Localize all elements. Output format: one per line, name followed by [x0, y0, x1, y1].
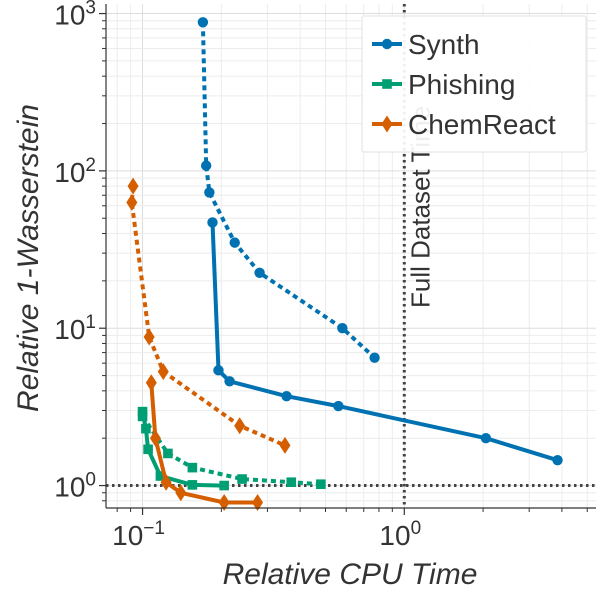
phishing-point [316, 479, 326, 490]
synth-point [552, 454, 563, 466]
synth-point [224, 376, 235, 387]
phishing-dashed-line [140, 415, 322, 487]
legend-item-synth: Synth [372, 29, 480, 60]
legend-marker [381, 38, 393, 50]
synth-point [207, 217, 218, 228]
synth-point [281, 390, 292, 402]
chemreact-point [143, 328, 155, 346]
phishing-point [286, 477, 297, 488]
y-tick-label: 103 [54, 0, 96, 31]
chemreact-solid-line [149, 382, 258, 505]
y-tick-label: 100 [54, 470, 96, 503]
phishing-point [219, 480, 229, 491]
y-tick-label: 102 [54, 155, 96, 188]
synth-point [254, 267, 265, 279]
chemreact-point [234, 417, 246, 435]
synth-point [337, 323, 348, 334]
chemreact-point [160, 473, 172, 491]
synth-point [229, 237, 240, 248]
legend-box [361, 15, 587, 153]
legend-item-phishing: Phishing [372, 69, 515, 100]
synth-point [369, 352, 380, 363]
legend-label: Synth [408, 29, 480, 60]
y-tick-label: 101 [54, 312, 96, 345]
axes: 10−1 100 100 101 102 103 [54, 0, 596, 551]
legend-marker [381, 115, 393, 133]
axis-labels: Relative CPU Time Relative 1-Wasserstein [12, 104, 477, 591]
synth-point [480, 432, 492, 444]
chemreact-point [279, 436, 291, 454]
chemreact-point [149, 429, 161, 447]
legend-marker [382, 79, 392, 89]
chemreact-point [252, 494, 264, 512]
x-axis-label: Relative CPU Time [223, 558, 478, 591]
series-phishing [137, 406, 326, 491]
phishing-point [137, 406, 148, 417]
phishing-point [163, 448, 173, 459]
legend-item-chemreact: ChemReact [372, 109, 556, 140]
series-layer [126, 17, 563, 512]
chemreact-point [126, 193, 138, 211]
phishing-point [143, 444, 153, 455]
series-synth [197, 17, 563, 466]
y-axis-label: Relative 1-Wasserstein [12, 104, 45, 412]
legend: Synth Phishing ChemReact [361, 15, 587, 153]
synth-point [200, 160, 212, 171]
phishing-point [141, 423, 151, 434]
chemreact-point [175, 484, 187, 502]
phishing-point [155, 471, 166, 481]
phishing-point [187, 462, 198, 473]
synth-point [213, 365, 224, 376]
x-tick-label: 10−1 [112, 518, 165, 551]
synth-point [197, 17, 209, 28]
series-chemreact [126, 177, 291, 512]
chemreact-point [157, 363, 169, 381]
chemreact-point [145, 374, 157, 392]
chemreact-point [218, 494, 230, 512]
legend-label: ChemReact [408, 109, 556, 140]
legend-label: Phishing [408, 69, 515, 100]
phishing-point [187, 480, 198, 490]
synth-point [204, 187, 215, 198]
chemreact-point [127, 177, 139, 195]
x-tick-label: 100 [379, 518, 421, 551]
synth-point [333, 400, 344, 412]
phishing-point [237, 474, 247, 484]
